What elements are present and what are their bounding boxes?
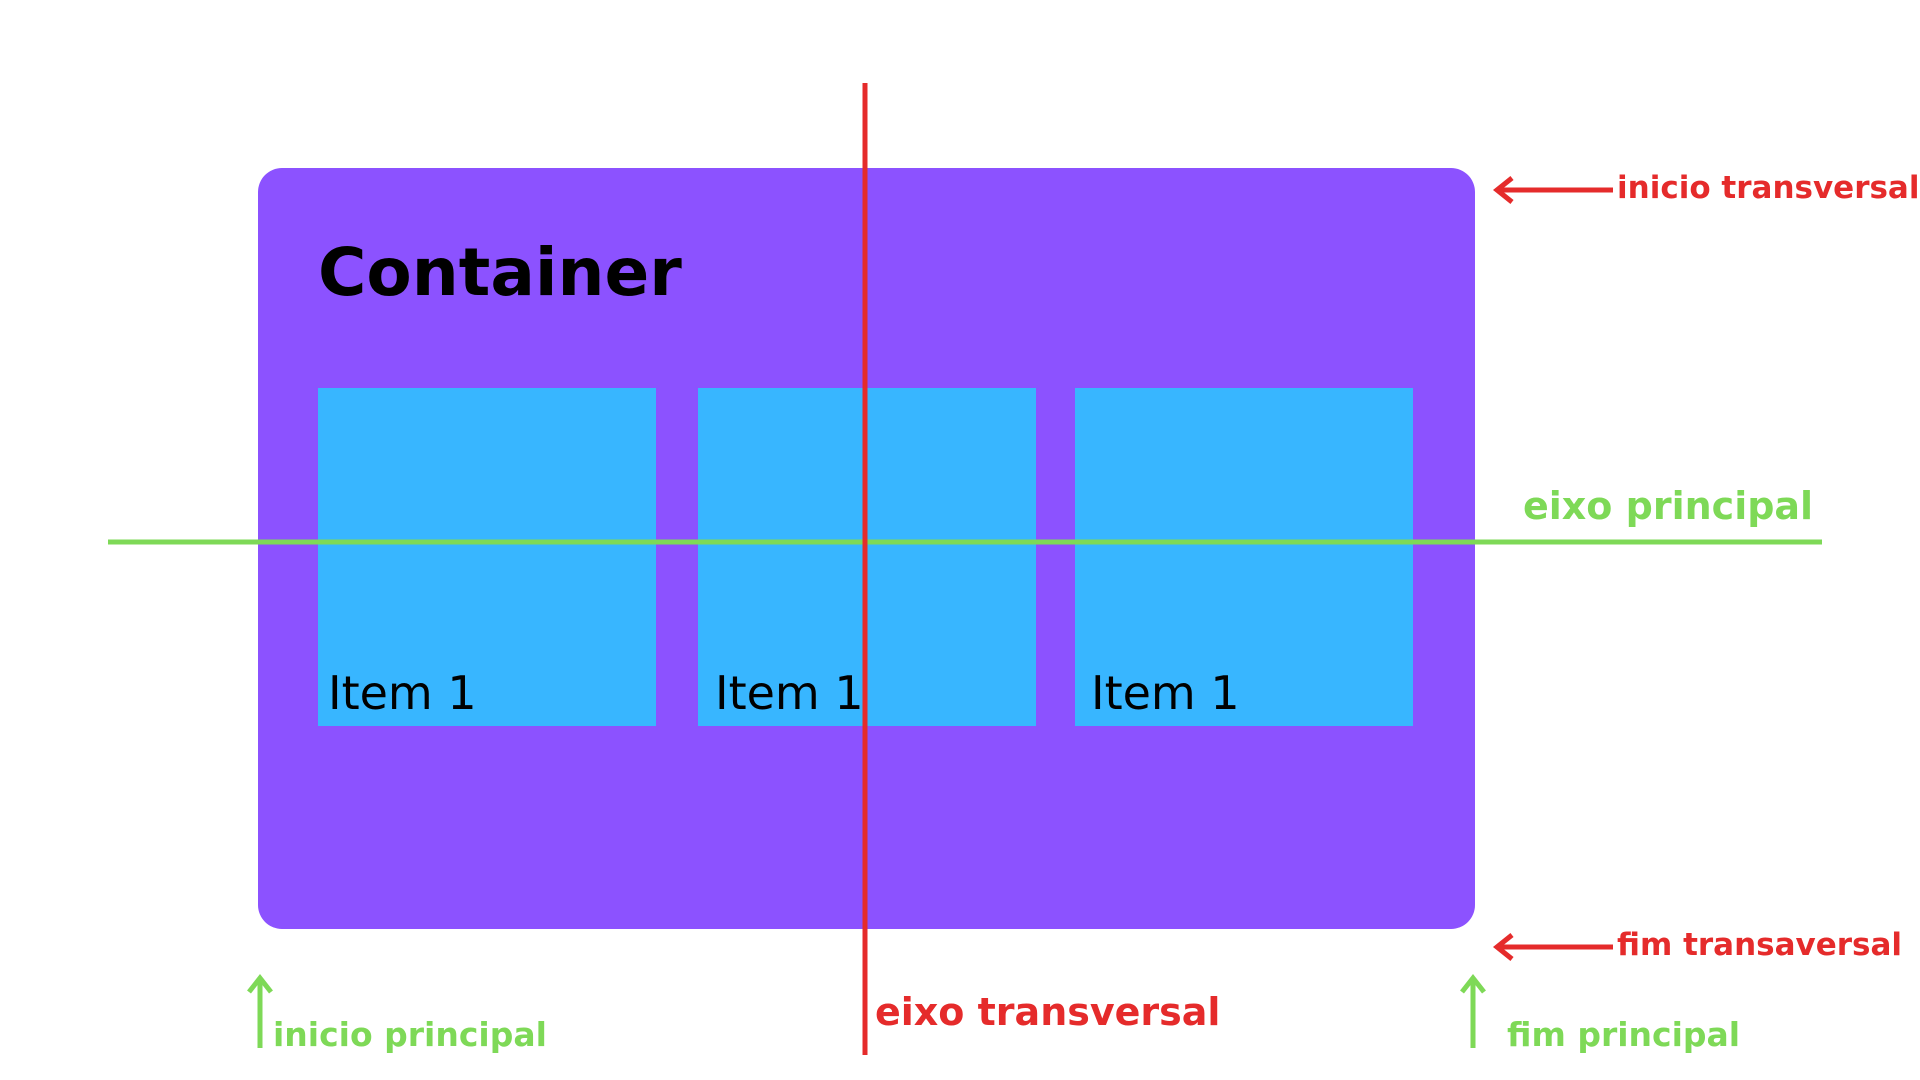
flex-item-3: Item 1 [1075, 388, 1413, 726]
cross-end-label: fim transaversal [1617, 927, 1903, 963]
flex-item-label: Item 1 [715, 666, 864, 720]
container-title: Container [318, 234, 682, 311]
main-start-label: inicio principal [273, 1015, 547, 1054]
flex-item-label: Item 1 [328, 666, 477, 720]
main-axis-label: eixo principal [1523, 484, 1814, 528]
cross-axis-label: eixo transversal [875, 990, 1221, 1034]
main-end-label: fim principal [1507, 1015, 1741, 1054]
cross-end-arrow-icon [1492, 933, 1613, 961]
cross-start-arrow-icon [1492, 176, 1613, 204]
flex-item-1: Item 1 [318, 388, 656, 726]
flex-item-label: Item 1 [1091, 666, 1240, 720]
main-start-arrow-icon [247, 973, 273, 1048]
main-end-arrow-icon [1460, 973, 1486, 1048]
cross-start-label: inicio transversal [1617, 170, 1920, 206]
